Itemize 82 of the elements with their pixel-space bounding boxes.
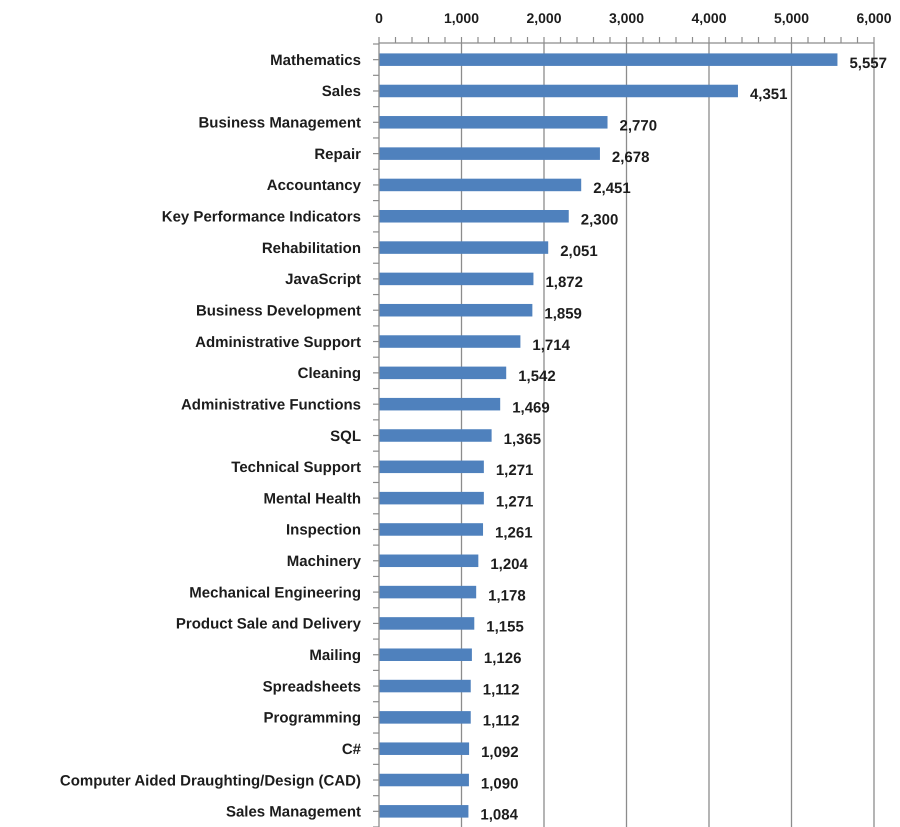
data-label: 1,714 (532, 336, 571, 354)
y-tick-label: Business Development (196, 302, 361, 320)
x-tick-label: 2,000 (526, 10, 562, 26)
data-label: 1,178 (488, 587, 526, 604)
data-label: 1,261 (495, 524, 533, 542)
y-tick-label: Key Performance Indicators (162, 208, 361, 226)
bar (379, 805, 468, 818)
data-label: 1,090 (480, 775, 518, 792)
data-label: 1,872 (545, 274, 583, 292)
y-tick-label: C# (342, 740, 362, 758)
bar (379, 366, 506, 380)
y-tick-label: Technical Support (231, 459, 362, 476)
data-label: 5,557 (849, 54, 887, 72)
y-tick-label: Administrative Support (195, 334, 361, 351)
bar (379, 178, 582, 192)
bar (379, 398, 500, 410)
y-tick-label: Sales Management (226, 804, 361, 821)
data-label: 2,051 (560, 242, 598, 260)
bar (379, 84, 738, 98)
data-label: 1,126 (484, 650, 522, 667)
bar (379, 648, 472, 662)
bar (379, 460, 484, 474)
bar (379, 523, 484, 536)
y-tick-label: Programming (263, 710, 361, 727)
bar (379, 680, 471, 692)
bar (379, 304, 532, 316)
data-label: 4,351 (750, 86, 788, 104)
x-tick-label: 5,000 (774, 10, 810, 26)
data-label: 1,112 (482, 681, 520, 698)
data-label: 1,155 (486, 618, 524, 636)
y-tick-label: Business Management (198, 114, 362, 132)
y-tick-label: Mathematics (270, 52, 361, 69)
x-tick-label: 0 (375, 10, 384, 26)
y-tick-label: Mailing (309, 646, 361, 664)
bar (379, 53, 838, 66)
bar (379, 210, 569, 223)
bar (379, 586, 476, 598)
x-tick-label: 6,000 (856, 10, 892, 26)
bar (379, 335, 520, 348)
y-tick-label: SQL (330, 428, 361, 445)
data-label: 1,204 (490, 556, 529, 574)
data-label: 1,859 (544, 305, 582, 322)
y-tick-label: Inspection (286, 522, 361, 539)
y-tick-label: Cleaning (298, 365, 361, 382)
data-label: 1,112 (482, 712, 520, 730)
bar (379, 774, 469, 786)
x-tick-label: 1,000 (444, 10, 480, 26)
bar (379, 272, 534, 286)
y-tick-label: Machinery (286, 553, 362, 570)
data-label: 2,678 (612, 148, 650, 166)
data-label: 1,271 (496, 462, 534, 480)
bar (379, 429, 492, 442)
bar (379, 116, 608, 129)
data-label: 1,271 (496, 493, 534, 510)
data-label: 1,084 (480, 806, 519, 824)
bar (379, 617, 474, 630)
y-tick-label: Computer Aided Draughting/Design (CAD) (60, 772, 361, 790)
bar (379, 147, 600, 160)
data-label: 1,365 (504, 430, 542, 448)
data-label: 2,770 (620, 118, 658, 135)
data-label: 1,542 (518, 368, 556, 386)
data-label: 2,451 (593, 180, 631, 198)
y-tick-label: Spreadsheets (262, 678, 361, 696)
y-tick-label: Rehabilitation (262, 240, 361, 257)
y-tick-label: Administrative Functions (180, 396, 361, 414)
y-tick-label: Accountancy (266, 177, 362, 194)
bar (379, 742, 470, 755)
y-tick-label: Mechanical Engineering (189, 584, 361, 602)
y-tick-label: JavaScript (285, 271, 361, 288)
data-label: 1,469 (512, 399, 550, 416)
x-tick-label: 3,000 (608, 10, 644, 26)
y-tick-label: Mental Health (263, 490, 361, 508)
y-tick-label: Sales (322, 83, 361, 100)
data-label: 1,092 (481, 744, 519, 761)
y-tick-label: Repair (314, 146, 362, 163)
bar (379, 554, 478, 568)
bar (379, 711, 471, 724)
x-tick-label: 4,000 (691, 10, 727, 26)
bar (379, 492, 484, 504)
y-tick-label: Product Sale and Delivery (176, 616, 362, 633)
bar (379, 241, 548, 254)
data-label: 2,300 (580, 212, 618, 229)
